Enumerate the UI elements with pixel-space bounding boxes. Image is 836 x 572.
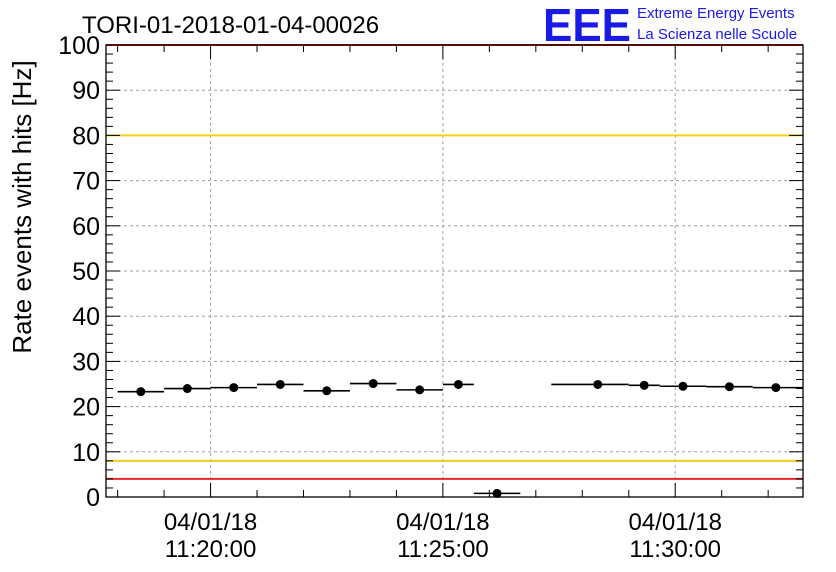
y-tick-label: 60 [72,213,100,241]
x-tick-date-label: 04/01/18 [629,509,722,536]
y-axis-label: Rate events with hits [Hz] [7,60,37,353]
data-point [136,387,146,397]
eee-logo: EEE Extreme Energy Events La Scienza nel… [543,0,797,51]
x-tick-date-label: 04/01/18 [396,509,489,536]
y-tick-label: 50 [72,258,100,286]
data-point [415,385,425,395]
y-tick-label: 90 [72,77,100,105]
data-point [322,386,332,396]
data-point [593,379,603,389]
eee-logo-mark: EEE [543,0,631,51]
x-tick-time-label: 11:30:00 [629,536,721,563]
y-tick-label: 10 [72,439,100,467]
x-tick-date-label: 04/01/18 [164,509,257,536]
eee-logo-line1: Extreme Energy Events [637,5,795,22]
y-tick-label: 30 [72,348,100,376]
chart-title: TORI-01-2018-01-04-00026 [82,12,379,39]
data-point [492,488,502,498]
data-point [275,379,285,389]
data-point [678,381,688,391]
x-tick-time-label: 11:20:00 [165,536,257,563]
data-point [771,383,781,393]
x-tick-time-label: 11:25:00 [397,536,489,563]
data-point [724,382,734,392]
data-point [182,384,192,394]
data-point [229,383,239,393]
data-point [368,379,378,389]
data-point [639,380,649,390]
data-points [117,379,803,498]
y-tick-label: 40 [72,303,100,331]
axes: 010203040506070809010004/01/1811:20:0004… [58,32,804,563]
data-point [453,379,463,389]
y-tick-label: 20 [72,394,100,422]
y-tick-label: 80 [72,122,100,150]
y-tick-label: 0 [86,484,100,512]
eee-logo-line2: La Scienza nelle Scuole [637,26,797,43]
y-tick-label: 70 [72,168,100,196]
y-tick-label: 100 [58,32,100,60]
